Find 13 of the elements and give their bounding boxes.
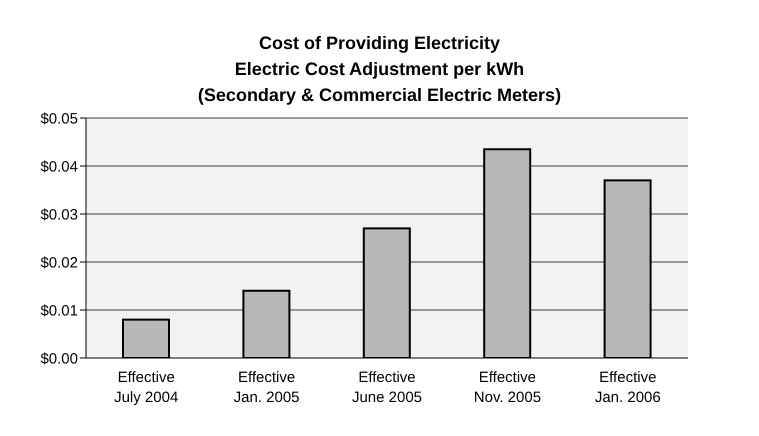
x-tick-label: Effective Nov. 2005 [474,369,542,406]
y-tick-label: $0.01 [40,302,78,320]
y-tick-label: $0.05 [40,110,78,128]
x-tick-label: Effective July 2004 [114,369,178,406]
x-tick-label: Effective Jan. 2005 [234,369,300,406]
y-tick-label: $0.02 [40,254,78,272]
x-tick-label: Effective June 2005 [352,369,422,406]
chart-subtitle: Electric Cost Adjustment per kWh (Secondary & Commercial Electric Meters) [196,58,562,107]
y-tick-label: $0.00 [40,350,78,368]
y-tick-label: $0.03 [40,206,78,224]
x-tick-label: Effective Jan. 2006 [594,369,661,406]
y-tick-label: $0.04 [40,158,78,176]
chart-title: Cost of Providing Electricity [258,32,502,55]
